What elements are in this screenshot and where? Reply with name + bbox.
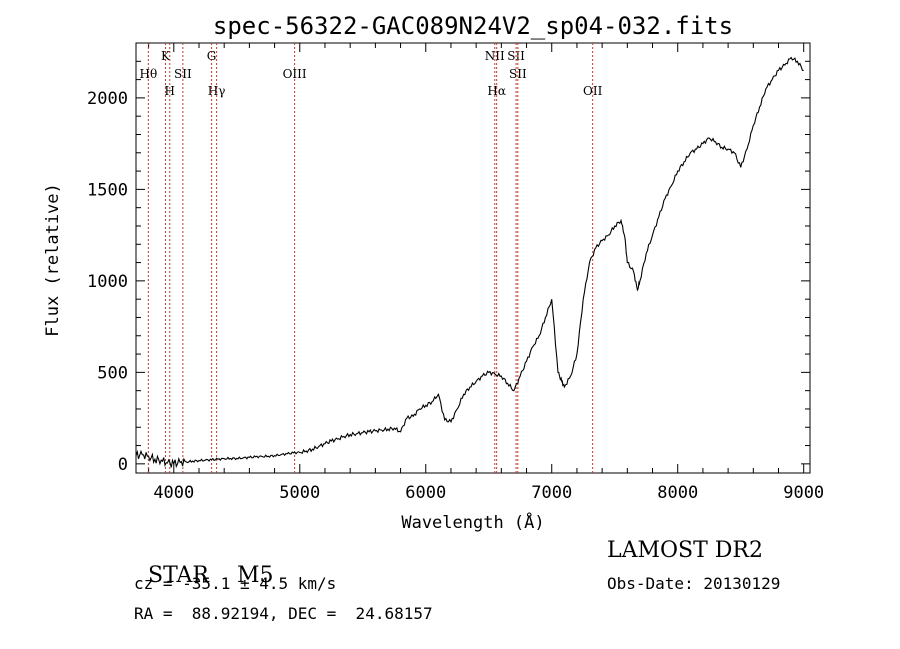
y-tick-label: 2000	[87, 89, 128, 109]
survey-label: LAMOST DR2	[607, 538, 763, 563]
spectral-line-label: OIII	[283, 67, 307, 81]
redshift-info: cz = -35.1 ± 4.5 km/s	[134, 574, 337, 593]
y-axis-label: Flux (relative)	[43, 183, 63, 337]
spectral-line-label: G	[207, 49, 217, 63]
spectral-line-label: H	[165, 84, 175, 98]
plot-area: 4000 5000 6000 7000 8000 9000 0 500 1000 1500 2000…	[87, 42, 824, 503]
y-tick-label: 500	[97, 363, 128, 383]
subclass-label: M5	[236, 563, 274, 588]
x-tick-label: 8000	[657, 483, 698, 503]
x-tick-label: 4000	[153, 483, 194, 503]
class-label: STAR	[148, 563, 209, 588]
spectral-line-label: K	[161, 49, 171, 63]
x-axis-label: Wavelength (Å)	[401, 511, 544, 533]
chart-title: spec-56322-GAC089N24V2_sp04-032.fits	[213, 12, 733, 40]
spectral-line-label: NII	[485, 49, 505, 63]
y-tick-label: 1500	[87, 180, 128, 200]
plot-frame	[135, 42, 811, 474]
spectral-line-label: Hα	[487, 84, 506, 98]
x-tick-label: 5000	[279, 483, 320, 503]
spectral-line-label: SII	[507, 49, 525, 63]
spectral-line-label: Hθ	[139, 67, 157, 81]
object-class: STAR M5	[134, 538, 274, 588]
x-tick-label: 9000	[783, 483, 824, 503]
spectral-line-label: Hγ	[208, 84, 226, 98]
y-tick-label: 0	[118, 455, 128, 475]
spectral-line-label: SII	[174, 67, 192, 81]
coordinates-info: RA = 88.92194, DEC = 24.68157	[134, 604, 433, 623]
x-tick-label: 7000	[531, 483, 572, 503]
y-tick-label: 1000	[87, 272, 128, 292]
obs-date-info: Obs-Date: 20130129	[607, 574, 781, 593]
spectral-line-label: SII	[509, 67, 527, 81]
x-tick-label: 6000	[405, 483, 446, 503]
spectrum-series-line	[135, 56, 804, 469]
spectral-line-label: OII	[583, 84, 603, 98]
